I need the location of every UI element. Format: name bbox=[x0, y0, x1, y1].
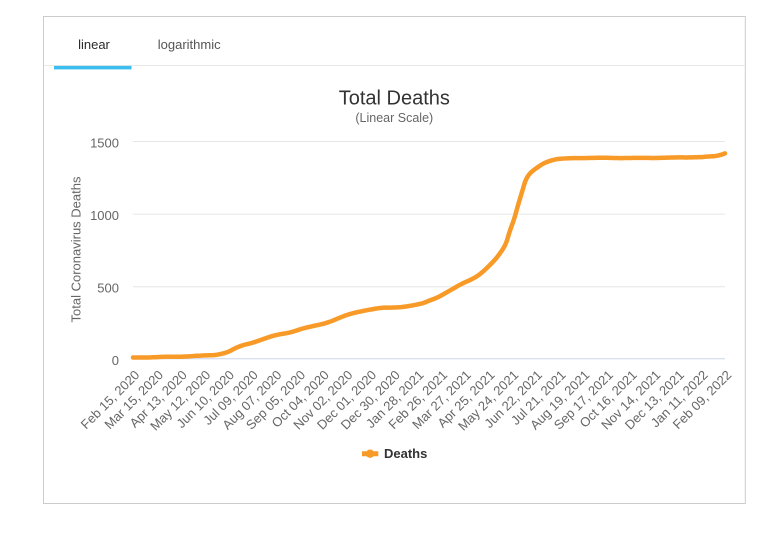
svg-text:1500: 1500 bbox=[90, 135, 119, 150]
svg-text:500: 500 bbox=[97, 281, 119, 296]
svg-text:(Linear Scale): (Linear Scale) bbox=[355, 111, 433, 125]
svg-text:logarithmic: logarithmic bbox=[158, 37, 221, 52]
svg-text:Total Deaths: Total Deaths bbox=[339, 87, 450, 109]
svg-text:Total Coronavirus Deaths: Total Coronavirus Deaths bbox=[69, 176, 84, 322]
svg-text:0: 0 bbox=[112, 353, 119, 368]
svg-text:1000: 1000 bbox=[90, 208, 119, 223]
svg-text:linear: linear bbox=[78, 37, 110, 52]
svg-text:Deaths: Deaths bbox=[384, 446, 427, 461]
